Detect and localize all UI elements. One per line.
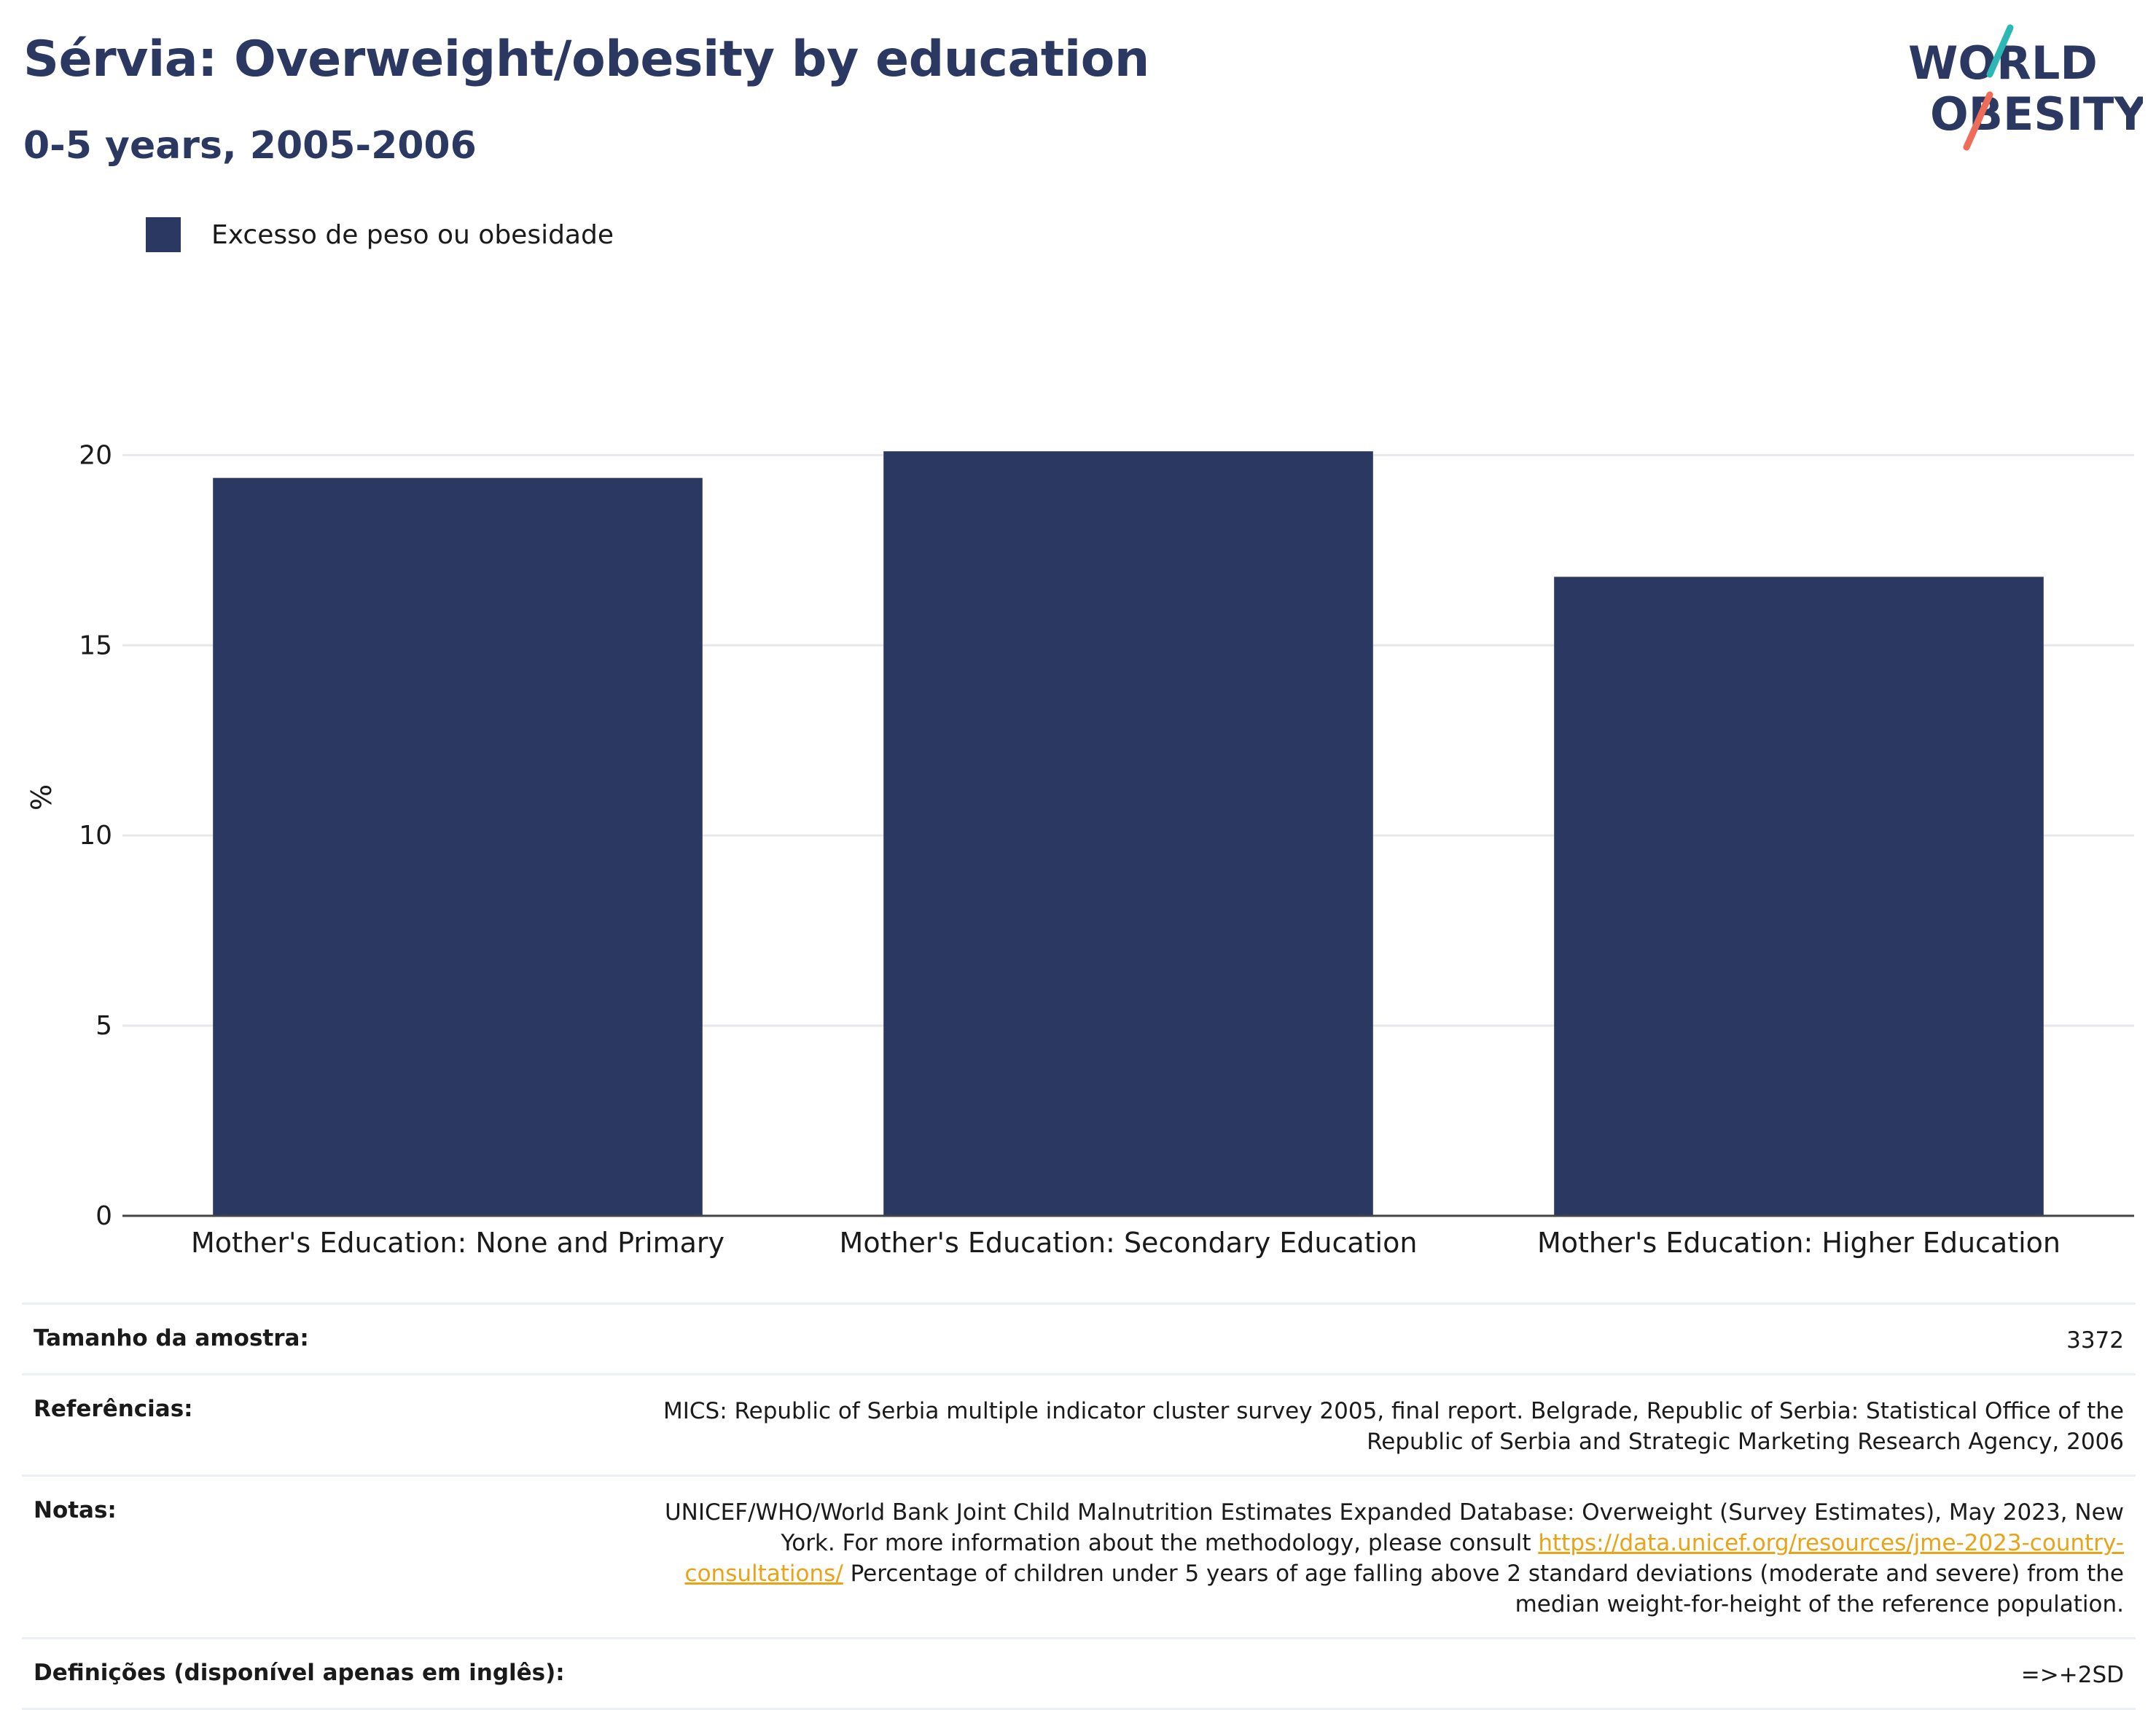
y-tick-label: 0 xyxy=(95,1201,112,1231)
y-tick-label: 10 xyxy=(79,821,112,851)
notes-link[interactable]: https://data.unicef.org/resources/jme-20… xyxy=(684,1530,2124,1587)
notes-value: UNICEF/WHO/World Bank Joint Child Malnut… xyxy=(630,1497,2124,1620)
y-tick-label: 15 xyxy=(79,630,112,660)
logo-slash-teal xyxy=(1986,24,2014,78)
logo-slash-coral xyxy=(1963,91,1993,151)
sample-size-value: 3372 xyxy=(2066,1327,2124,1354)
references-label: Referências: xyxy=(34,1396,193,1422)
page-title: Sérvia: Overweight/obesity by education xyxy=(23,31,1149,88)
references-value: MICS: Republic of Serbia multiple indica… xyxy=(663,1398,2124,1455)
notes-label: Notas: xyxy=(34,1497,117,1523)
bar xyxy=(213,477,703,1216)
legend-label: Excesso de peso ou obesidade xyxy=(211,219,614,250)
page-subtitle: 0-5 years, 2005-2006 xyxy=(23,124,477,168)
info-row-notes: Notas: UNICEF/WHO/World Bank Joint Child… xyxy=(22,1475,2136,1637)
definitions-label: Definições (disponível apenas em inglês)… xyxy=(34,1660,565,1686)
y-tick-label: 20 xyxy=(79,440,112,470)
sample-size-label: Tamanho da amostra: xyxy=(34,1325,309,1351)
y-tick-label: 5 xyxy=(95,1011,112,1041)
info-row-references: Referências: MICS: Republic of Serbia mu… xyxy=(22,1373,2136,1475)
info-row-sample: Tamanho da amostra: 3372 xyxy=(22,1303,2136,1373)
notes-text-1: UNICEF/WHO/World Bank Joint Child Malnut… xyxy=(664,1499,2124,1556)
logo-word-obesity: OBESITY xyxy=(1930,87,2143,141)
world-obesity-logo[interactable]: WORLD OBESITY xyxy=(1895,22,2143,153)
definitions-value: =>+2SD xyxy=(2020,1662,2124,1688)
x-tick-label: Mother's Education: None and Primary xyxy=(191,1227,724,1259)
chart-legend: Excesso de peso ou obesidade xyxy=(146,217,614,252)
bar-chart: 0 5 10 15 20% Mother's Education: None and Pr… xyxy=(26,440,2134,1259)
x-tick-label: Mother's Education: Higher Education xyxy=(1537,1227,2061,1259)
bar xyxy=(883,451,1373,1216)
info-table: Tamanho da amostra: 3372 Referências: MI… xyxy=(22,1303,2136,1710)
x-tick-label: Mother's Education: Secondary Education xyxy=(840,1227,1418,1259)
legend-swatch xyxy=(146,217,181,252)
notes-text-2: Percentage of children under 5 years of … xyxy=(843,1561,2124,1617)
y-axis-label: % xyxy=(26,784,58,811)
info-row-definitions: Definições (disponível apenas em inglês)… xyxy=(22,1637,2136,1710)
bar xyxy=(1554,577,2044,1216)
